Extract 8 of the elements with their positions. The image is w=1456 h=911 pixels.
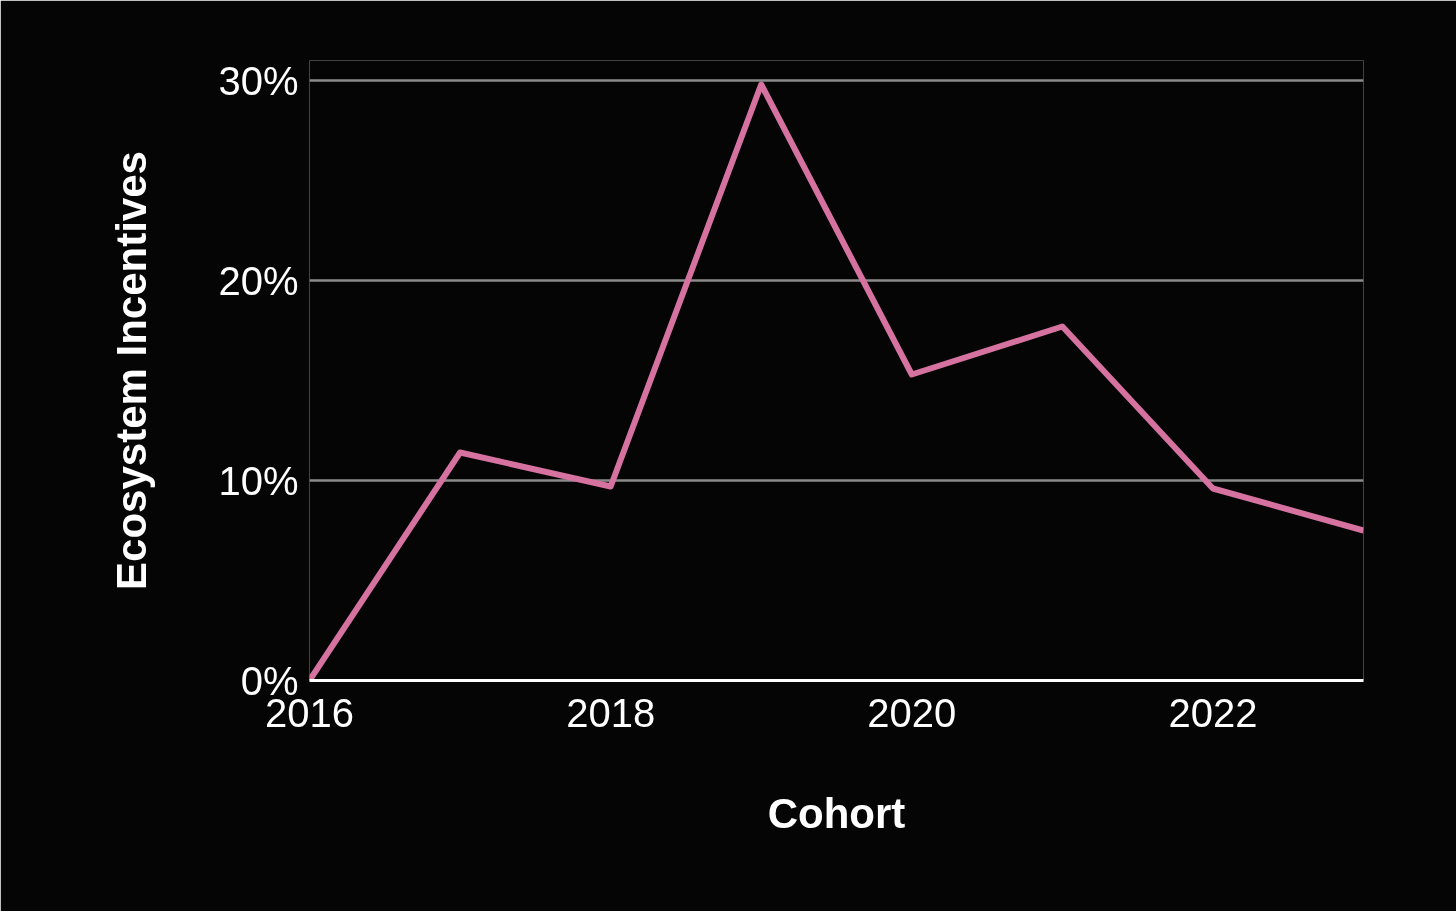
x-tick-label: 2020	[867, 690, 957, 735]
x-axis-title: Cohort	[767, 789, 906, 837]
y-axis-title: Ecosystem Incentives	[108, 151, 156, 590]
y-tick-label: 10%	[218, 458, 299, 503]
x-tick-label: 2018	[566, 690, 656, 735]
y-tick-label: 30%	[218, 58, 299, 103]
y-tick-label: 20%	[218, 258, 299, 303]
x-tick-label: 2022	[1168, 690, 1258, 735]
